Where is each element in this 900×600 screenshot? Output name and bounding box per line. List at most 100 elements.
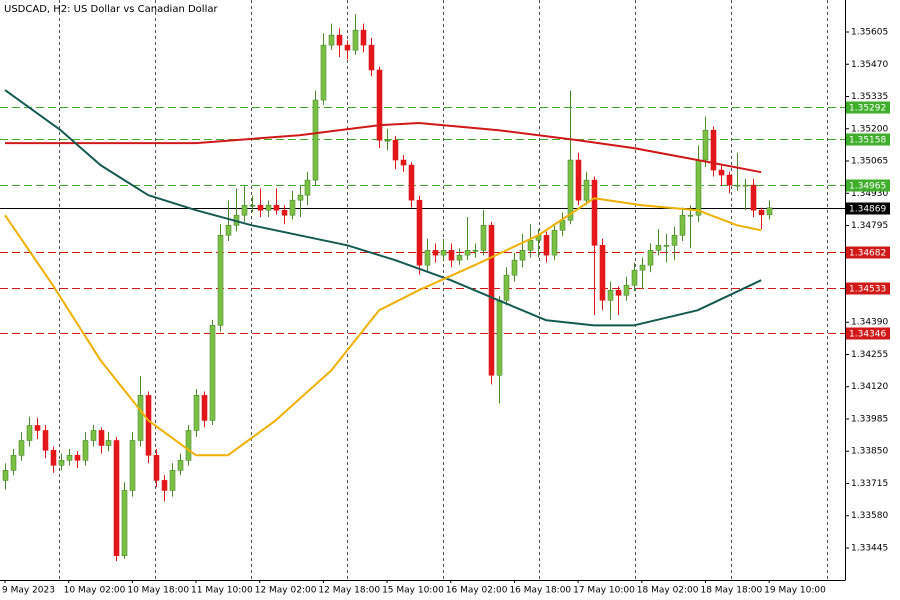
candle-body [456, 254, 463, 261]
level-label: 1.34682 [849, 249, 886, 259]
candle-body [559, 219, 566, 231]
candle-body [273, 204, 280, 211]
candle-body [241, 204, 248, 216]
axes: 1.35605 1.35470 1.35335 1.35200 1.35065 1.349… [2, 28, 890, 596]
y-tick-label: 1.35605 [851, 28, 888, 38]
candle-body [2, 470, 9, 481]
y-tick-label: 1.33985 [851, 414, 888, 424]
candle-body [750, 184, 757, 211]
candle-body [352, 29, 359, 51]
candle-body [90, 430, 97, 441]
candle-body [169, 470, 176, 491]
level-label-bg [846, 133, 890, 146]
candle-body [360, 29, 367, 46]
candle-body [18, 440, 25, 456]
candle-body [631, 269, 638, 286]
moving-average [4, 89, 762, 327]
y-tick-label: 1.35470 [851, 60, 888, 70]
candle-body [265, 204, 272, 211]
level-label-bg [846, 202, 890, 215]
candle-body [328, 34, 335, 46]
candle-body [400, 159, 407, 166]
candle-body [424, 250, 431, 266]
y-tick-label: 1.33715 [851, 479, 888, 489]
candle-body [66, 455, 73, 461]
candle-body [121, 490, 128, 556]
x-tick-label: 18 May 02:00 [637, 586, 699, 596]
level-label: 1.35292 [849, 104, 886, 114]
y-tick-label: 1.34390 [851, 318, 888, 328]
candle-body [551, 229, 558, 256]
y-tick-label: 1.35200 [851, 124, 888, 134]
candle-body [448, 250, 455, 261]
level-label-bg [846, 179, 890, 192]
candle-body [432, 250, 439, 256]
indicator-lines [4, 89, 762, 457]
candle-body [177, 460, 184, 471]
candle-body [440, 250, 447, 256]
candle-body [623, 284, 630, 296]
y-tick-label: 1.34120 [851, 382, 888, 392]
candle-body [663, 245, 670, 247]
candle-body [766, 207, 773, 216]
candle-body [519, 250, 526, 261]
candle-body [591, 179, 598, 246]
candle-body [113, 440, 120, 556]
candle-body [384, 139, 391, 142]
candle-body [145, 395, 152, 456]
candle-body [368, 44, 375, 71]
candle-body [496, 299, 503, 376]
candles [2, 14, 773, 562]
candle-body [480, 224, 487, 251]
candle-body [615, 289, 622, 296]
candle-body [217, 234, 224, 326]
candle-body [464, 250, 471, 256]
candle-body [161, 480, 168, 491]
candle-body [695, 159, 702, 216]
level-label-bg [846, 327, 890, 340]
y-tick-label: 1.34255 [851, 350, 888, 360]
candle-body [583, 179, 590, 201]
candle-body [58, 460, 65, 466]
candle-body [702, 129, 709, 161]
y-tick-label: 1.33850 [851, 447, 888, 457]
candle-body [416, 199, 423, 266]
level-label-bg [846, 246, 890, 259]
x-tick-label: 12 May 18:00 [318, 586, 380, 596]
candle-body [472, 250, 479, 252]
x-tick-label: 10 May 18:00 [127, 586, 189, 596]
candle-body [718, 169, 725, 176]
candle-body [758, 209, 765, 216]
candle-body [297, 194, 304, 201]
x-tick-label: 15 May 10:00 [382, 586, 444, 596]
candle-body [567, 159, 574, 221]
candle-body [185, 430, 192, 461]
x-tick-label: 18 May 18:00 [700, 586, 762, 596]
candle-body [575, 159, 582, 201]
candle-body [710, 129, 717, 171]
candle-body [511, 259, 518, 276]
candle-body [392, 139, 399, 161]
candle-body [687, 214, 694, 217]
candle-body [655, 245, 662, 251]
candle-body [281, 209, 288, 216]
candle-body [320, 44, 327, 101]
candle-body [607, 289, 614, 301]
level-label-bg [846, 282, 890, 295]
candle-body [408, 164, 415, 201]
candle-body [257, 204, 264, 211]
candle-body [42, 430, 49, 451]
candle-body [503, 274, 510, 301]
candle-body [289, 199, 296, 216]
candle-body [679, 214, 686, 236]
candle-body [726, 174, 733, 186]
moving-average [5, 122, 762, 174]
candle-body [26, 425, 33, 441]
y-tick-label: 1.35065 [851, 157, 888, 167]
candle-body [74, 455, 81, 461]
candle-body [193, 395, 200, 431]
candle-body [742, 184, 749, 187]
candle-body [734, 184, 741, 187]
candle-body [34, 425, 41, 431]
